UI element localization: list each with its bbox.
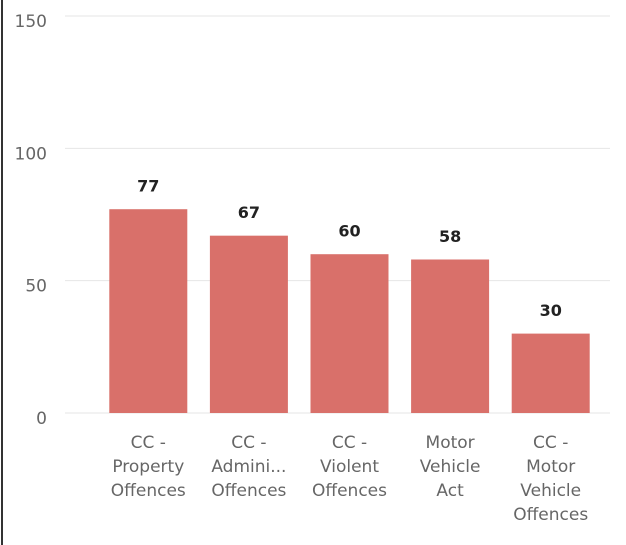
bar <box>411 259 490 413</box>
x-tick-label: Offences <box>513 505 588 525</box>
x-tick-label: CC - <box>332 433 367 453</box>
x-tick-label: Motor <box>426 433 475 453</box>
y-tick-label: 150 <box>15 12 47 32</box>
value-label: 67 <box>238 203 260 222</box>
x-tick-label: Offences <box>211 481 286 501</box>
bar <box>209 235 288 413</box>
x-tick-label: Admini... <box>211 457 286 477</box>
x-tick-label: CC - <box>231 433 266 453</box>
x-tick-label: Offences <box>111 481 186 501</box>
value-label: 77 <box>137 177 159 196</box>
x-tick-label: Motor <box>526 457 575 477</box>
x-tick-label: Violent <box>320 457 379 477</box>
value-label: 30 <box>540 301 562 320</box>
y-tick-label: 50 <box>25 277 47 297</box>
value-label: 60 <box>338 222 360 241</box>
x-tick-label: Act <box>436 481 464 501</box>
x-tick-label: Offences <box>312 481 387 501</box>
bar <box>109 209 188 413</box>
x-tick-label: Property <box>112 457 184 477</box>
y-tick-label: 0 <box>36 409 47 429</box>
bar <box>511 333 590 413</box>
bar <box>310 254 389 413</box>
x-tick-label: Vehicle <box>420 457 481 477</box>
x-tick-label: CC - <box>533 433 568 453</box>
value-label: 58 <box>439 227 461 246</box>
x-tick-label: CC - <box>131 433 166 453</box>
y-tick-label: 100 <box>15 144 47 164</box>
x-tick-label: Vehicle <box>520 481 581 501</box>
